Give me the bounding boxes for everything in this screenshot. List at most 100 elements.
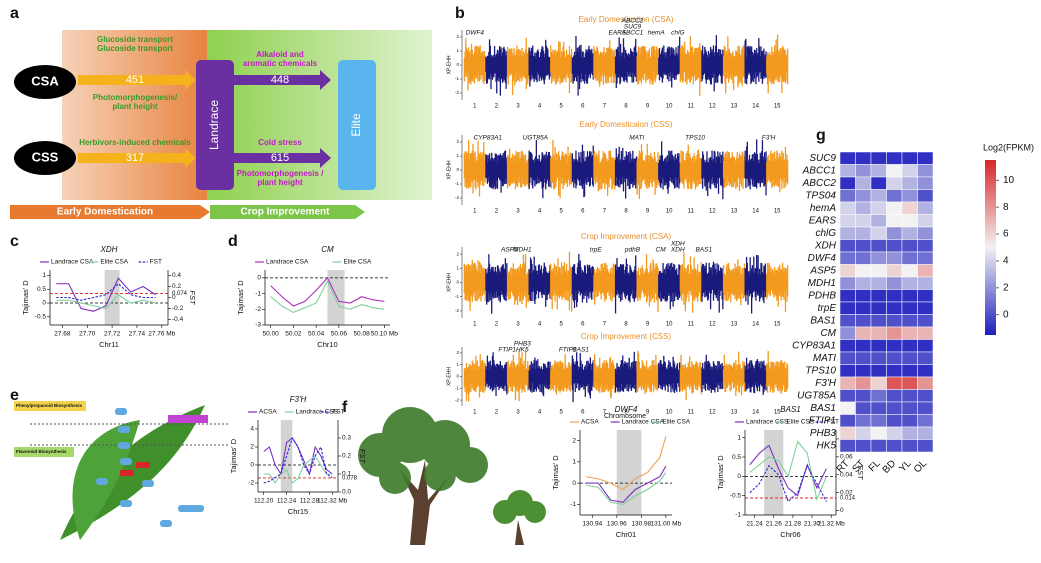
heat-cell xyxy=(839,214,856,228)
y-tick-label: 1 xyxy=(456,362,459,367)
chromosome-label: 10 xyxy=(666,410,673,416)
y-tick-label: 1 xyxy=(456,265,459,270)
gene-label: EARS xyxy=(609,30,627,37)
series-line xyxy=(263,436,333,484)
y2-tick-label: -0.2 xyxy=(172,305,184,312)
x-tick-label: 21.28 xyxy=(785,521,802,528)
heat-cell xyxy=(855,389,872,403)
y-tick-label: 0 xyxy=(456,62,459,67)
y2-tick-label: 0 xyxy=(840,507,844,514)
heat-cell xyxy=(901,314,918,328)
heat-cell xyxy=(886,226,903,240)
x-tick-label: 21.26 xyxy=(766,521,783,528)
heat-cell xyxy=(870,189,887,203)
gene-label: FTIP1 xyxy=(559,347,577,354)
x-tick-label: 27.72 xyxy=(104,331,121,338)
gene-label: trpE xyxy=(818,303,837,314)
heat-cell xyxy=(917,289,934,303)
heat-cell xyxy=(886,164,903,178)
heat-cell xyxy=(839,326,856,340)
chromosome-label: 13 xyxy=(731,410,738,416)
x-axis-label: Chr06 xyxy=(780,530,800,539)
gene-label: hemA xyxy=(648,30,665,37)
stage-label: Crop Improvement xyxy=(241,207,331,218)
legend-label: Landrace CSS xyxy=(746,419,789,426)
y-tick-label: 0.5 xyxy=(732,454,741,461)
y-axis-label: Tajimas' D xyxy=(236,280,245,315)
highlight-window xyxy=(616,430,642,515)
pathway-diagram xyxy=(14,401,230,540)
x-tick-label: 27.70 xyxy=(79,331,96,338)
y-tick-label: -2 xyxy=(455,195,459,200)
panel-label: d xyxy=(228,233,238,250)
gene-label: chlG xyxy=(671,30,684,37)
colorbar-tick-label: 8 xyxy=(1003,202,1009,213)
chromosome-label: 1 xyxy=(473,209,477,215)
heat-cell xyxy=(886,426,903,440)
heat-cell xyxy=(839,289,856,303)
series-line xyxy=(586,436,667,491)
heat-cell xyxy=(839,164,856,178)
heat-cell xyxy=(839,176,856,190)
heat-cell xyxy=(917,364,934,378)
gene-label: PHB3 xyxy=(810,428,837,439)
stage-label: Early Domestication xyxy=(57,207,153,218)
pathway-label: Flavonoid Biosynthesis xyxy=(16,449,67,454)
heat-cell xyxy=(839,251,856,265)
y-axis-label: XP-EHH xyxy=(446,160,452,179)
chromosome-label: 12 xyxy=(709,322,716,328)
y-axis-label: Tajimas' D xyxy=(229,438,238,473)
heat-cell xyxy=(855,414,872,428)
y2-tick-label: 0.1 xyxy=(342,471,351,478)
chromosome-label: 14 xyxy=(752,410,759,416)
panel-label: g xyxy=(816,127,826,144)
chromosome-label: 8 xyxy=(624,104,628,110)
legend-label: Elite CSA xyxy=(662,419,690,426)
colorbar-tick-label: 4 xyxy=(1003,256,1009,267)
heat-cell xyxy=(855,214,872,228)
chromosome-label: 11 xyxy=(688,104,695,110)
y2-axis-label: FST xyxy=(188,290,197,306)
chromosome-label: 15 xyxy=(774,410,781,416)
heat-cell xyxy=(870,326,887,340)
heat-cell xyxy=(839,276,856,290)
stage-arrow xyxy=(10,205,210,219)
y-tick-label: -1 xyxy=(735,512,741,519)
heat-cell xyxy=(855,264,872,278)
chromosome-label: 3 xyxy=(516,410,520,416)
heat-cell xyxy=(839,301,856,315)
chromosome-label: 4 xyxy=(538,410,542,416)
heat-cell xyxy=(886,189,903,203)
heat-cell xyxy=(870,401,887,415)
chromosome-label: 9 xyxy=(646,410,650,416)
gene-label: TPS10 xyxy=(805,365,836,376)
gene-label: TPS10 xyxy=(685,135,705,142)
x-axis-label: Chr01 xyxy=(616,530,636,539)
gene-label: HK5 xyxy=(817,440,837,451)
gene-label: SUC9 xyxy=(624,24,642,31)
chromosome-label: 6 xyxy=(581,104,585,110)
column-label: YL xyxy=(897,458,914,475)
count: 448 xyxy=(271,74,289,86)
gene-label: CYP83A1 xyxy=(792,340,836,351)
heat-cell xyxy=(886,239,903,253)
heat-cell xyxy=(839,189,856,203)
chromosome-label: 4 xyxy=(538,104,542,110)
trees xyxy=(358,407,546,545)
stage-arrow xyxy=(210,205,365,219)
chromosome-label: 12 xyxy=(709,104,716,110)
column-label: BD xyxy=(881,458,899,476)
early-bg xyxy=(62,30,207,200)
heat-cell xyxy=(870,251,887,265)
landrace-box xyxy=(196,60,234,190)
heat-cell xyxy=(901,326,918,340)
css-oval xyxy=(14,141,76,175)
heat-cell xyxy=(870,376,887,390)
legend-label: FST xyxy=(332,409,344,416)
heat-cell xyxy=(901,414,918,428)
heat-cell xyxy=(917,326,934,340)
heat-cell xyxy=(855,289,872,303)
gene-label: DWF4 xyxy=(808,253,837,264)
